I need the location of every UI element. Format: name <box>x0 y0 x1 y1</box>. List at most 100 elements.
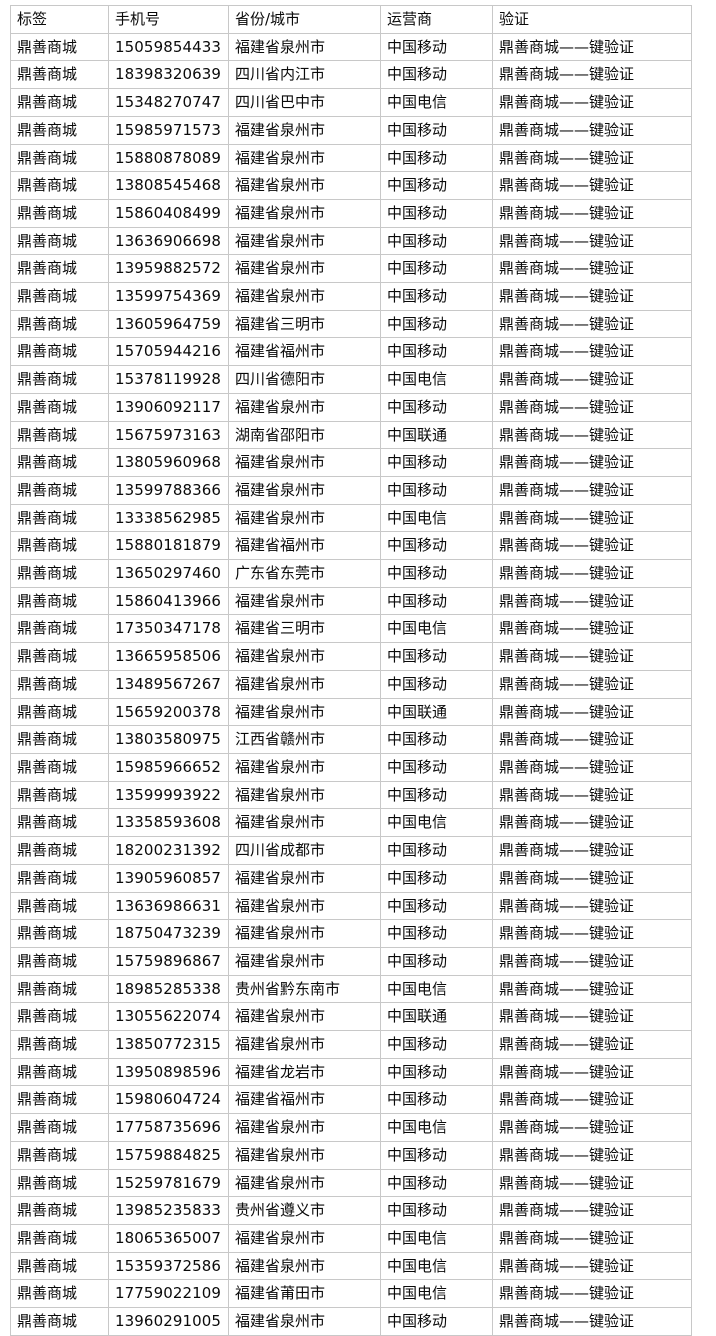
cell-label[interactable]: 鼎善商城 <box>10 143 109 173</box>
cell-carrier[interactable]: 中国电信 <box>380 365 493 394</box>
table-row[interactable]: 鼎善商城 18398320639 四川省内江市 中国移动 鼎善商城——键验证 <box>10 60 692 90</box>
cell-label[interactable]: 鼎善商城 <box>10 226 109 256</box>
cell-verify[interactable]: 鼎善商城——键验证 <box>492 974 692 1004</box>
table-row[interactable]: 鼎善商城 15378119928 四川省德阳市 中国电信 鼎善商城——键验证 <box>10 365 692 394</box>
cell-carrier[interactable]: 中国移动 <box>380 669 493 699</box>
cell-carrier[interactable]: 中国移动 <box>380 1196 493 1225</box>
cell-phone[interactable]: 15705944216 <box>108 337 229 367</box>
cell-verify[interactable]: 鼎善商城——键验证 <box>492 1030 692 1059</box>
cell-label[interactable]: 鼎善商城 <box>10 614 109 644</box>
cell-phone[interactable]: 13985235833 <box>108 1196 229 1225</box>
column-header-1[interactable]: 手机号 <box>108 5 229 34</box>
table-row[interactable]: 鼎善商城 13906092117 福建省泉州市 中国移动 鼎善商城——键验证 <box>10 392 692 422</box>
cell-region[interactable]: 贵州省黔东南市 <box>228 974 381 1004</box>
cell-carrier[interactable]: 中国移动 <box>380 309 493 339</box>
cell-region[interactable]: 福建省泉州市 <box>228 863 381 893</box>
cell-region[interactable]: 福建省泉州市 <box>228 669 381 699</box>
cell-label[interactable]: 鼎善商城 <box>10 448 109 477</box>
cell-phone[interactable]: 13950898596 <box>108 1057 229 1087</box>
cell-carrier[interactable]: 中国移动 <box>380 1307 493 1336</box>
cell-label[interactable]: 鼎善商城 <box>10 32 109 62</box>
cell-verify[interactable]: 鼎善商城——键验证 <box>492 282 692 311</box>
cell-label[interactable]: 鼎善商城 <box>10 1113 109 1142</box>
cell-carrier[interactable]: 中国移动 <box>380 475 493 505</box>
cell-label[interactable]: 鼎善商城 <box>10 254 109 284</box>
cell-carrier[interactable]: 中国移动 <box>380 1030 493 1059</box>
cell-phone[interactable]: 15659200378 <box>108 697 229 727</box>
cell-phone[interactable]: 13338562985 <box>108 503 229 533</box>
cell-verify[interactable]: 鼎善商城——键验证 <box>492 669 692 699</box>
cell-label[interactable]: 鼎善商城 <box>10 1085 109 1115</box>
cell-label[interactable]: 鼎善商城 <box>10 642 109 671</box>
cell-region[interactable]: 福建省泉州市 <box>228 171 381 200</box>
cell-carrier[interactable]: 中国联通 <box>380 1002 493 1032</box>
table-row[interactable]: 鼎善商城 13905960857 福建省泉州市 中国移动 鼎善商城——键验证 <box>10 863 692 893</box>
column-header-4[interactable]: 验证 <box>492 5 692 34</box>
table-row[interactable]: 鼎善商城 17759022109 福建省莆田市 中国电信 鼎善商城——键验证 <box>10 1279 692 1309</box>
cell-phone[interactable]: 15348270747 <box>108 88 229 117</box>
cell-phone[interactable]: 13636986631 <box>108 891 229 921</box>
cell-verify[interactable]: 鼎善商城——键验证 <box>492 226 692 256</box>
cell-label[interactable]: 鼎善商城 <box>10 836 109 865</box>
table-row[interactable]: 鼎善商城 18200231392 四川省成都市 中国移动 鼎善商城——键验证 <box>10 836 692 865</box>
cell-verify[interactable]: 鼎善商城——键验证 <box>492 1113 692 1142</box>
cell-region[interactable]: 福建省三明市 <box>228 614 381 644</box>
table-row[interactable]: 鼎善商城 15359372586 福建省泉州市 中国电信 鼎善商城——键验证 <box>10 1251 692 1281</box>
table-row[interactable]: 鼎善商城 17350347178 福建省三明市 中国电信 鼎善商城——键验证 <box>10 614 692 644</box>
cell-verify[interactable]: 鼎善商城——键验证 <box>492 1307 692 1336</box>
cell-carrier[interactable]: 中国移动 <box>380 60 493 90</box>
cell-phone[interactable]: 15860413966 <box>108 586 229 616</box>
cell-phone[interactable]: 15378119928 <box>108 365 229 394</box>
cell-phone[interactable]: 13358593608 <box>108 808 229 838</box>
cell-phone[interactable]: 17758735696 <box>108 1113 229 1142</box>
cell-phone[interactable]: 17759022109 <box>108 1279 229 1309</box>
cell-carrier[interactable]: 中国移动 <box>380 282 493 311</box>
table-row[interactable]: 鼎善商城 18985285338 贵州省黔东南市 中国电信 鼎善商城——键验证 <box>10 974 692 1004</box>
cell-region[interactable]: 四川省巴中市 <box>228 88 381 117</box>
cell-label[interactable]: 鼎善商城 <box>10 808 109 838</box>
table-row[interactable]: 鼎善商城 15059854433 福建省泉州市 中国移动 鼎善商城——键验证 <box>10 32 692 62</box>
cell-label[interactable]: 鼎善商城 <box>10 1057 109 1087</box>
table-row[interactable]: 鼎善商城 13665958506 福建省泉州市 中国移动 鼎善商城——键验证 <box>10 642 692 671</box>
cell-label[interactable]: 鼎善商城 <box>10 365 109 394</box>
cell-verify[interactable]: 鼎善商城——键验证 <box>492 1279 692 1309</box>
cell-label[interactable]: 鼎善商城 <box>10 1002 109 1032</box>
cell-carrier[interactable]: 中国移动 <box>380 531 493 561</box>
cell-verify[interactable]: 鼎善商城——键验证 <box>492 725 692 754</box>
cell-verify[interactable]: 鼎善商城——键验证 <box>492 1085 692 1115</box>
cell-label[interactable]: 鼎善商城 <box>10 198 109 228</box>
cell-phone[interactable]: 15985971573 <box>108 115 229 145</box>
cell-verify[interactable]: 鼎善商城——键验证 <box>492 198 692 228</box>
cell-phone[interactable]: 15359372586 <box>108 1251 229 1281</box>
cell-carrier[interactable]: 中国移动 <box>380 891 493 921</box>
cell-label[interactable]: 鼎善商城 <box>10 531 109 561</box>
table-row[interactable]: 鼎善商城 13959882572 福建省泉州市 中国移动 鼎善商城——键验证 <box>10 254 692 284</box>
cell-label[interactable]: 鼎善商城 <box>10 780 109 810</box>
cell-verify[interactable]: 鼎善商城——键验证 <box>492 1002 692 1032</box>
cell-region[interactable]: 福建省泉州市 <box>228 780 381 810</box>
cell-verify[interactable]: 鼎善商城——键验证 <box>492 1168 692 1198</box>
cell-verify[interactable]: 鼎善商城——键验证 <box>492 836 692 865</box>
cell-verify[interactable]: 鼎善商城——键验证 <box>492 503 692 533</box>
cell-label[interactable]: 鼎善商城 <box>10 1251 109 1281</box>
cell-label[interactable]: 鼎善商城 <box>10 1030 109 1059</box>
cell-region[interactable]: 福建省泉州市 <box>228 1168 381 1198</box>
cell-phone[interactable]: 13599993922 <box>108 780 229 810</box>
cell-phone[interactable]: 13803580975 <box>108 725 229 754</box>
column-header-2[interactable]: 省份/城市 <box>228 5 381 34</box>
cell-region[interactable]: 福建省泉州市 <box>228 891 381 921</box>
cell-region[interactable]: 福建省泉州市 <box>228 1307 381 1336</box>
cell-carrier[interactable]: 中国移动 <box>380 780 493 810</box>
table-row[interactable]: 鼎善商城 13636906698 福建省泉州市 中国移动 鼎善商城——键验证 <box>10 226 692 256</box>
table-row[interactable]: 鼎善商城 13950898596 福建省龙岩市 中国移动 鼎善商城——键验证 <box>10 1057 692 1087</box>
cell-label[interactable]: 鼎善商城 <box>10 1196 109 1225</box>
cell-phone[interactable]: 13959882572 <box>108 254 229 284</box>
table-row[interactable]: 鼎善商城 13650297460 广东省东莞市 中国移动 鼎善商城——键验证 <box>10 559 692 588</box>
cell-label[interactable]: 鼎善商城 <box>10 669 109 699</box>
table-row[interactable]: 鼎善商城 15705944216 福建省福州市 中国移动 鼎善商城——键验证 <box>10 337 692 367</box>
cell-label[interactable]: 鼎善商城 <box>10 725 109 754</box>
cell-verify[interactable]: 鼎善商城——键验证 <box>492 143 692 173</box>
cell-label[interactable]: 鼎善商城 <box>10 891 109 921</box>
cell-phone[interactable]: 13808545468 <box>108 171 229 200</box>
cell-region[interactable]: 福建省泉州市 <box>228 115 381 145</box>
